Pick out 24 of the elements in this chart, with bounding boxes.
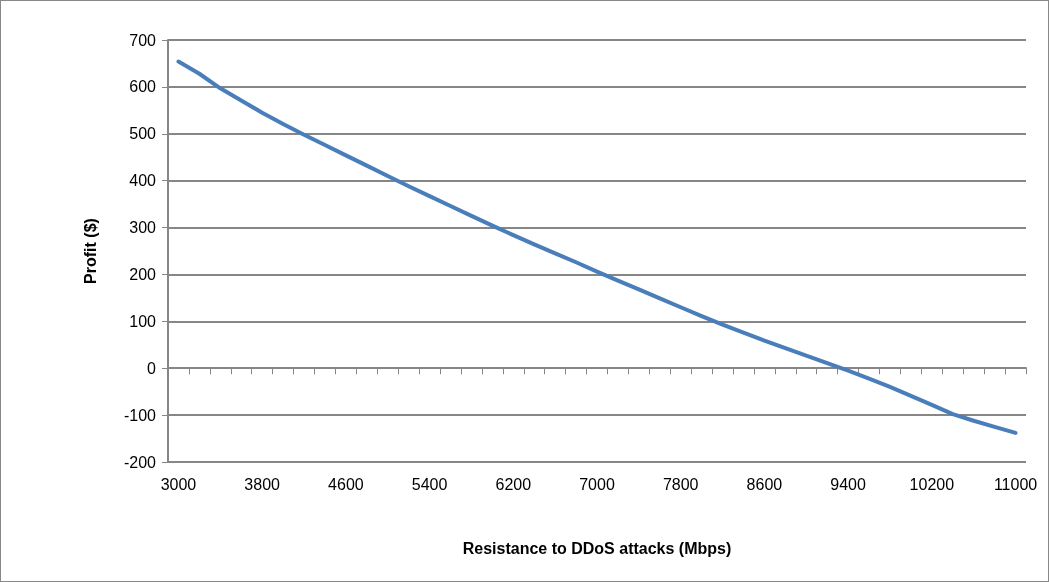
y-tick-label: 700 — [129, 31, 157, 49]
x-tick-label: 7800 — [662, 475, 699, 493]
y-tick-label: 600 — [129, 78, 157, 96]
y-tick-label: -100 — [123, 406, 157, 424]
x-tick-label: 10200 — [909, 475, 955, 493]
y-tick-label: 400 — [129, 172, 157, 190]
y-tick-label: 200 — [129, 265, 157, 283]
x-tick-label: 3000 — [160, 475, 197, 493]
y-tick-label: 500 — [129, 125, 157, 143]
x-tick-label: 3800 — [244, 475, 281, 493]
y-tick-label: -200 — [123, 453, 157, 471]
x-tick-label: 8600 — [746, 475, 783, 493]
x-axis-title: Resistance to DDoS attacks (Mbps) — [462, 539, 732, 557]
x-tick-label: 9400 — [830, 475, 867, 493]
x-tick-label: 11000 — [993, 475, 1038, 493]
y-tick-label: 100 — [129, 312, 157, 330]
line-series — [176, 59, 1018, 435]
y-tick-label: 0 — [147, 359, 157, 377]
x-tick-label: 6200 — [495, 475, 532, 493]
y-axis-title: Profit ($) — [81, 218, 99, 284]
y-tick-label: 300 — [129, 219, 157, 237]
x-tick-label: 4600 — [328, 475, 364, 493]
x-tick-label: 5400 — [411, 475, 448, 493]
x-tick-label: 7000 — [579, 475, 615, 493]
